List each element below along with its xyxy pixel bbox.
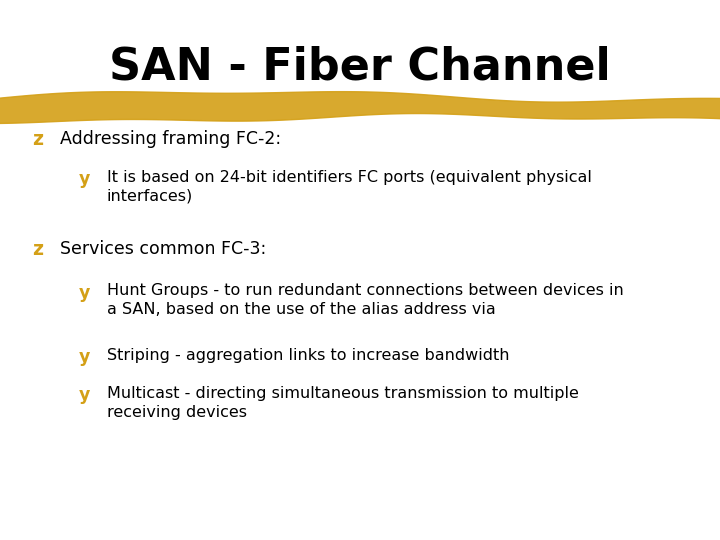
Text: z: z: [32, 240, 43, 259]
Text: Addressing framing FC-2:: Addressing framing FC-2:: [60, 130, 281, 147]
Text: Multicast - directing simultaneous transmission to multiple
receiving devices: Multicast - directing simultaneous trans…: [107, 386, 578, 420]
Text: Services common FC-3:: Services common FC-3:: [60, 240, 266, 258]
Text: y: y: [79, 170, 91, 188]
Text: SAN - Fiber Channel: SAN - Fiber Channel: [109, 46, 611, 89]
Text: Hunt Groups - to run redundant connections between devices in
a SAN, based on th: Hunt Groups - to run redundant connectio…: [107, 284, 624, 317]
Text: Striping - aggregation links to increase bandwidth: Striping - aggregation links to increase…: [107, 348, 509, 363]
Text: y: y: [79, 386, 91, 404]
Text: y: y: [79, 348, 91, 366]
Polygon shape: [0, 92, 720, 124]
Text: y: y: [79, 284, 91, 301]
Text: It is based on 24-bit identifiers FC ports (equivalent physical
interfaces): It is based on 24-bit identifiers FC por…: [107, 170, 591, 204]
Text: z: z: [32, 130, 43, 148]
